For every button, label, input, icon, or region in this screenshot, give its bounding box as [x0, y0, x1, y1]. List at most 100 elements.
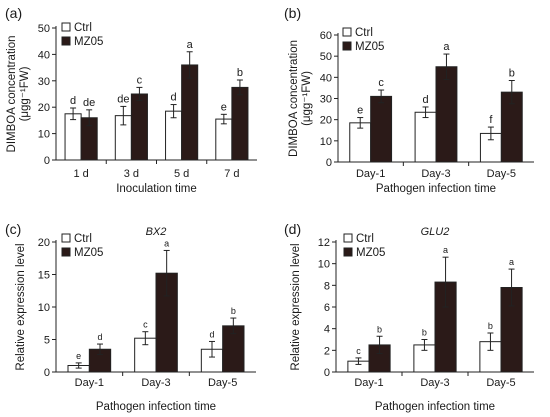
bar: [231, 86, 249, 161]
panel-label: (a): [5, 5, 22, 21]
significance-label: de: [83, 97, 95, 109]
y-tick-label: 20: [320, 115, 332, 127]
y-axis-title-line: (μgg⁻¹FW): [301, 71, 313, 126]
significance-label: b: [488, 321, 493, 331]
y-tick-label: 0: [324, 367, 330, 379]
significance-label: e: [221, 101, 227, 113]
significance-label: a: [443, 245, 448, 255]
y-tick-label: 10: [320, 136, 332, 148]
y-tick-label: 50: [320, 51, 332, 63]
x-tick-label: 3 d: [124, 168, 139, 180]
panel-d: (d) GLU2 0 2 4 6 8 10 12 Relative expression leve…: [284, 221, 534, 413]
y-axis-title-line: DIMBOA concentration: [288, 40, 300, 157]
x-tick-label: 1 d: [73, 168, 88, 180]
significance-label: b: [231, 306, 236, 316]
significance-label: b: [422, 328, 427, 338]
legend-label: Ctrl: [74, 22, 92, 34]
y-tick-label: 0: [44, 155, 50, 167]
y-tick-label: 10: [38, 302, 50, 314]
x-tick-label: Day-5: [487, 168, 516, 180]
y-tick-label: 10: [318, 259, 330, 271]
significance-label: b: [237, 67, 243, 79]
legend-swatch: [61, 233, 71, 243]
y-axis-title-line: Relative expression level: [15, 243, 27, 370]
legend-swatch: [342, 41, 352, 51]
x-tick-label: 5 d: [174, 168, 189, 180]
y-tick-label: 30: [320, 94, 332, 106]
y-axis-title: Relative expression level: [290, 243, 302, 370]
significance-label: de: [117, 93, 129, 105]
legend-label: MZ05: [74, 247, 103, 259]
y-tick-label: 8: [324, 280, 330, 292]
legend-label: Ctrl: [355, 27, 373, 39]
bar: [181, 64, 199, 161]
panel-label: (b): [284, 5, 301, 21]
panel-c: (c) BX2 0 5 10 15 20 Relative expression level D…: [5, 221, 256, 413]
bar: [215, 118, 233, 161]
y-tick-label: 12: [318, 237, 330, 249]
significance-label: c: [378, 77, 384, 89]
panel-a: (a) 0 10 20 30 40 50 DIMBOA concentration(μgg⁻¹…: [5, 5, 257, 195]
y-axis-title: Relative expression level: [15, 243, 27, 370]
legend-swatch: [343, 233, 353, 243]
legend-label: MZ05: [356, 247, 385, 259]
x-axis-title: Pathogen infection time: [96, 401, 216, 413]
panel-b: (b) 0 10 20 30 40 50 60 DIMBOA concentration(μgg…: [284, 5, 534, 195]
x-axis-title: Pathogen infection time: [375, 401, 495, 413]
legend-swatch: [342, 27, 352, 37]
significance-label: b: [377, 324, 382, 334]
legend-swatch: [61, 247, 71, 257]
x-tick-label: Day-3: [420, 377, 449, 389]
x-tick-label: Day-3: [421, 168, 450, 180]
significance-label: e: [76, 351, 81, 361]
x-tick-label: Day-1: [75, 377, 104, 389]
panel-label: (c): [5, 221, 21, 237]
y-axis-title-line: Relative expression level: [290, 243, 302, 370]
significance-label: a: [443, 41, 450, 53]
y-tick-label: 0: [44, 367, 50, 379]
y-axis-title-line: (μgg⁻¹FW): [19, 66, 31, 121]
y-tick-label: 40: [38, 49, 50, 61]
y-tick-label: 6: [324, 302, 330, 314]
significance-label: d: [70, 95, 76, 107]
panel-label: (d): [284, 221, 301, 237]
y-tick-label: 50: [38, 23, 50, 35]
y-tick-label: 10: [38, 129, 50, 141]
significance-label: c: [356, 346, 361, 356]
y-tick-label: 20: [38, 102, 50, 114]
bar: [165, 110, 183, 161]
y-tick-label: 40: [320, 72, 332, 84]
y-tick-label: 5: [44, 335, 50, 347]
significance-label: d: [422, 94, 428, 106]
y-axis-title: DIMBOA concentration(μgg⁻¹FW): [6, 36, 31, 153]
legend-label: MZ05: [355, 41, 384, 53]
bar: [435, 66, 458, 163]
legend-swatch: [343, 247, 353, 257]
legend-label: MZ05: [74, 36, 103, 48]
bar: [414, 111, 437, 163]
legend-swatch: [61, 22, 71, 32]
y-tick-label: 20: [38, 237, 50, 249]
significance-label: b: [509, 68, 515, 80]
significance-label: a: [187, 39, 194, 51]
significance-label: a: [164, 238, 169, 248]
x-axis-title: Inoculation time: [116, 183, 197, 195]
significance-label: d: [171, 92, 177, 104]
y-tick-label: 0: [326, 157, 332, 169]
chart-title: BX2: [146, 226, 167, 238]
x-tick-label: Day-3: [141, 377, 170, 389]
significance-label: c: [137, 74, 143, 86]
y-tick-label: 15: [38, 270, 50, 282]
bar: [370, 95, 393, 163]
significance-label: e: [357, 105, 363, 117]
y-tick-label: 4: [324, 324, 330, 336]
bar: [64, 113, 82, 161]
significance-label: d: [209, 329, 214, 339]
y-axis-title-line: DIMBOA concentration: [6, 36, 18, 153]
legend-swatch: [61, 36, 71, 46]
significance-label: a: [509, 257, 514, 267]
legend-label: Ctrl: [356, 233, 374, 245]
x-tick-label: Day-1: [354, 377, 383, 389]
y-tick-label: 30: [38, 76, 50, 88]
